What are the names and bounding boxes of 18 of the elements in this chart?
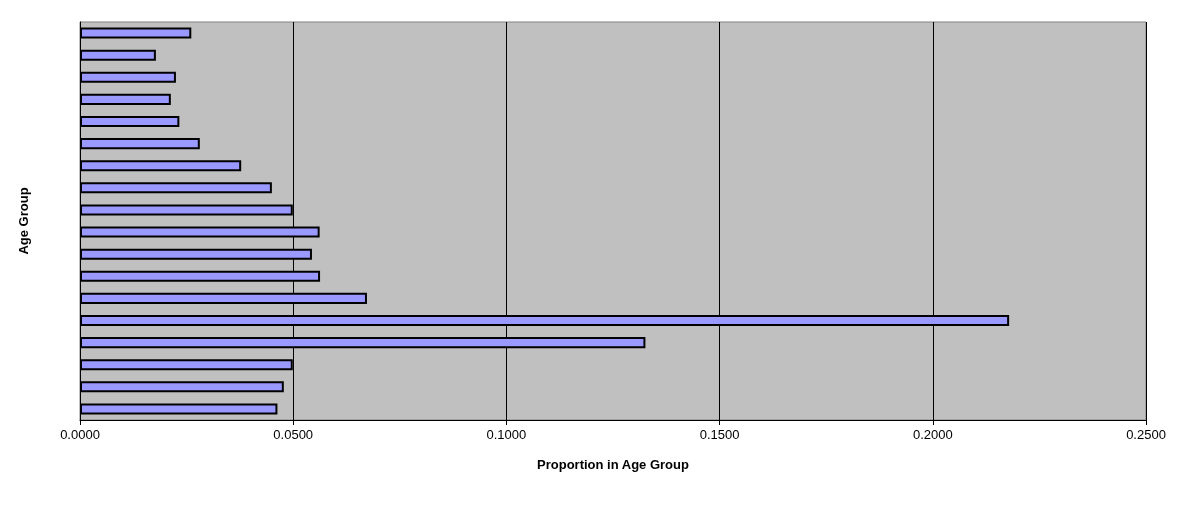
bar [80, 138, 200, 150]
y-axis-title: Age Group [16, 187, 31, 255]
bar [80, 71, 176, 83]
bar [80, 27, 192, 39]
bar [80, 49, 156, 61]
x-tick-label: 0.1500 [699, 427, 740, 442]
bar [80, 182, 272, 194]
bar [80, 403, 278, 415]
x-tick-label: 0.2000 [912, 427, 953, 442]
x-tick-label: 0.0000 [60, 427, 100, 442]
bar [80, 115, 180, 128]
x-axis-title: Proportion in Age Group [537, 457, 689, 472]
bar [80, 381, 284, 393]
bar [80, 160, 242, 172]
x-tick-label: 0.0500 [273, 427, 314, 442]
x-tick-label: 0.1000 [486, 427, 527, 442]
x-tick-label: 0.2500 [1126, 427, 1166, 442]
bar [80, 93, 171, 105]
